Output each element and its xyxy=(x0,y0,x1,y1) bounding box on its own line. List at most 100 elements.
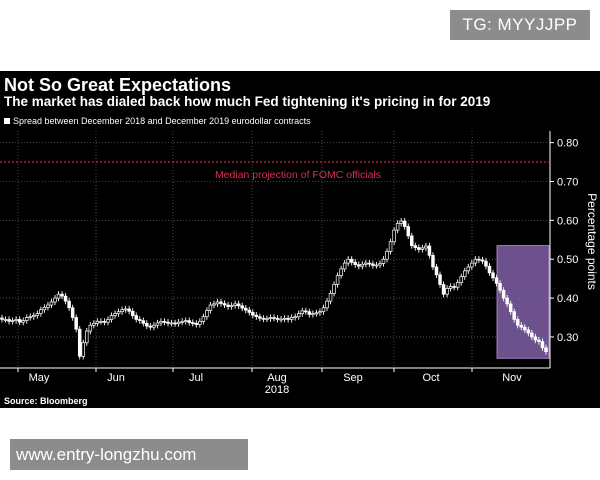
candle-body xyxy=(360,263,365,267)
candle-body xyxy=(265,318,269,321)
candle-body xyxy=(424,245,428,249)
candle-body xyxy=(254,314,259,318)
candle-body xyxy=(349,258,354,263)
candle-body xyxy=(243,307,248,311)
candle-body xyxy=(346,258,350,264)
chart-title: Not So Great Expectations xyxy=(4,75,232,95)
candle-body xyxy=(353,261,357,266)
candle-body xyxy=(357,264,361,267)
candle-body xyxy=(515,319,520,326)
candle-body xyxy=(24,317,29,321)
candle-body xyxy=(321,307,326,313)
y-axis-label: Percentage points xyxy=(585,193,599,290)
candle-body xyxy=(88,324,93,332)
candle-body xyxy=(399,220,403,224)
candle-body xyxy=(162,321,167,323)
watermark-bottom: www.entry-longzhu.com xyxy=(10,439,248,470)
y-tick-label: 0.70 xyxy=(557,177,578,189)
candle-body xyxy=(459,276,463,283)
x-tick-label: Jun xyxy=(107,372,125,384)
candle-body xyxy=(49,301,54,306)
candle-body xyxy=(212,303,216,306)
x-tick-label: Aug xyxy=(267,372,287,384)
candle-body xyxy=(392,229,396,243)
candle-body xyxy=(159,321,163,324)
candle-body xyxy=(123,308,128,311)
candle-body xyxy=(0,317,4,320)
candle-body xyxy=(169,322,174,325)
candle-body xyxy=(219,301,223,304)
candle-body xyxy=(406,226,410,237)
candle-body xyxy=(35,313,40,316)
candle-body xyxy=(236,303,241,307)
candle-body xyxy=(77,328,82,357)
candle-body xyxy=(130,310,135,316)
candle-body xyxy=(498,282,502,291)
candle-body xyxy=(314,312,319,315)
candle-body xyxy=(106,319,110,323)
candle-body xyxy=(367,262,372,265)
chart-subtitle: The market has dialed back how much Fed … xyxy=(4,94,491,109)
candle-body xyxy=(215,301,220,305)
candle-body xyxy=(113,313,117,316)
candle-body xyxy=(431,254,435,268)
candle-body xyxy=(473,258,478,264)
chart-panel: Not So Great Expectations The market has… xyxy=(0,71,600,408)
candle-body xyxy=(487,265,492,274)
chart-source: Source: Bloomberg xyxy=(4,396,88,406)
candle-body xyxy=(537,339,541,342)
candle-body xyxy=(268,317,273,320)
candle-body xyxy=(395,223,400,231)
candle-body xyxy=(56,293,61,299)
candle-body xyxy=(222,303,227,306)
candle-body xyxy=(166,321,170,324)
candle-body xyxy=(134,315,138,320)
candle-body xyxy=(325,300,329,309)
candle-body xyxy=(438,274,442,285)
candle-body xyxy=(410,235,414,246)
candle-body xyxy=(233,303,237,306)
candle-body xyxy=(533,336,538,341)
fomc-median-label: Median projection of FOMC officials xyxy=(215,169,381,181)
candle-body xyxy=(226,304,230,307)
candle-body xyxy=(42,307,47,311)
candle-body xyxy=(67,300,71,309)
y-tick-label: 0.60 xyxy=(557,215,578,227)
candle-body xyxy=(480,259,485,262)
candle-body xyxy=(201,316,206,322)
candle-body xyxy=(63,295,68,302)
candle-body xyxy=(14,319,18,321)
candle-body xyxy=(307,311,312,315)
candle-body xyxy=(286,317,290,320)
candle-body xyxy=(477,258,481,261)
candle-body xyxy=(191,322,195,324)
chart-legend: Spread between December 2018 and Decembe… xyxy=(4,116,311,126)
candle-body xyxy=(138,319,142,321)
candle-body xyxy=(452,286,456,288)
x-tick-label: Jul xyxy=(189,372,203,384)
candle-body xyxy=(512,311,516,320)
candle-body xyxy=(148,325,153,328)
candle-body xyxy=(17,319,22,323)
candle-body xyxy=(445,288,449,295)
x-tick-label: Sep xyxy=(343,372,363,384)
candle-body xyxy=(530,332,534,338)
candle-body xyxy=(205,310,209,318)
candle-body xyxy=(70,307,75,318)
candle-body xyxy=(60,293,64,297)
candle-body xyxy=(155,322,160,326)
candle-body xyxy=(526,329,531,334)
candle-body xyxy=(229,305,234,307)
candle-body xyxy=(240,305,244,309)
candle-body xyxy=(470,262,474,268)
candle-body xyxy=(258,316,262,319)
candle-body xyxy=(99,321,103,323)
candle-body xyxy=(484,260,488,267)
candle-body xyxy=(505,297,509,305)
candle-body xyxy=(183,320,188,322)
candle-body xyxy=(92,322,96,326)
candle-body xyxy=(247,309,252,313)
candle-body xyxy=(455,282,460,288)
candle-body xyxy=(116,311,121,314)
candle-body xyxy=(413,245,418,248)
